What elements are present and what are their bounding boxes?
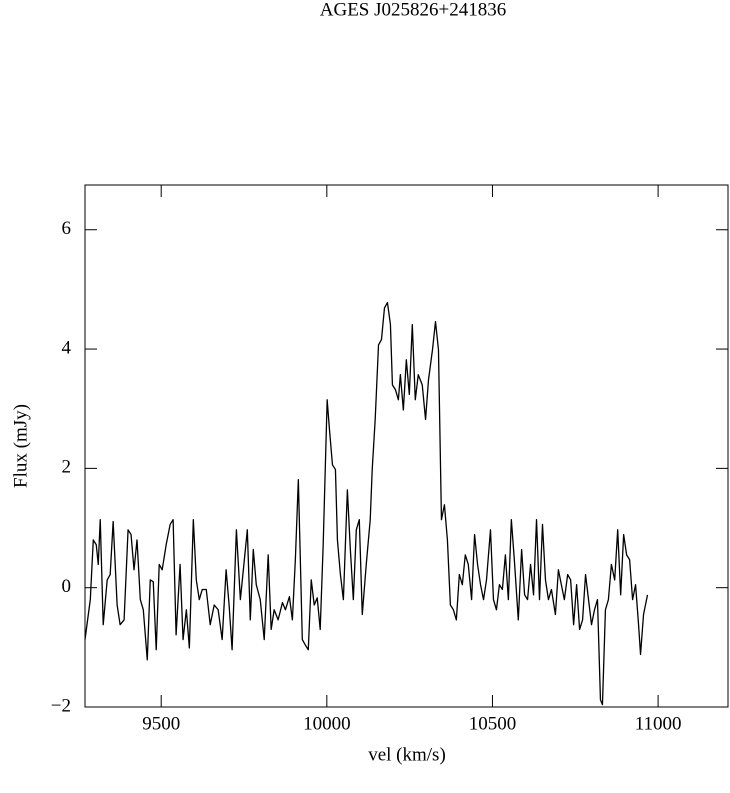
x-tick-label: 10500: [469, 713, 517, 734]
y-axis-label: Flux (mJy): [10, 404, 31, 488]
plot-frame: [84, 184, 729, 708]
y-tick-label: −2: [51, 695, 71, 716]
spectrum-line: [84, 301, 649, 706]
y-tick-label: 2: [62, 457, 72, 478]
chart-title: AGES J025826+241836: [320, 0, 506, 20]
x-tick-label: 11000: [635, 713, 682, 734]
y-tick-label: 0: [62, 576, 72, 597]
x-axis-label: vel (km/s): [368, 744, 446, 765]
y-tick-label: 4: [62, 337, 72, 358]
x-tick-label: 9500: [142, 713, 180, 734]
y-tick-label: 6: [62, 218, 72, 239]
x-tick-label: 10000: [303, 713, 351, 734]
